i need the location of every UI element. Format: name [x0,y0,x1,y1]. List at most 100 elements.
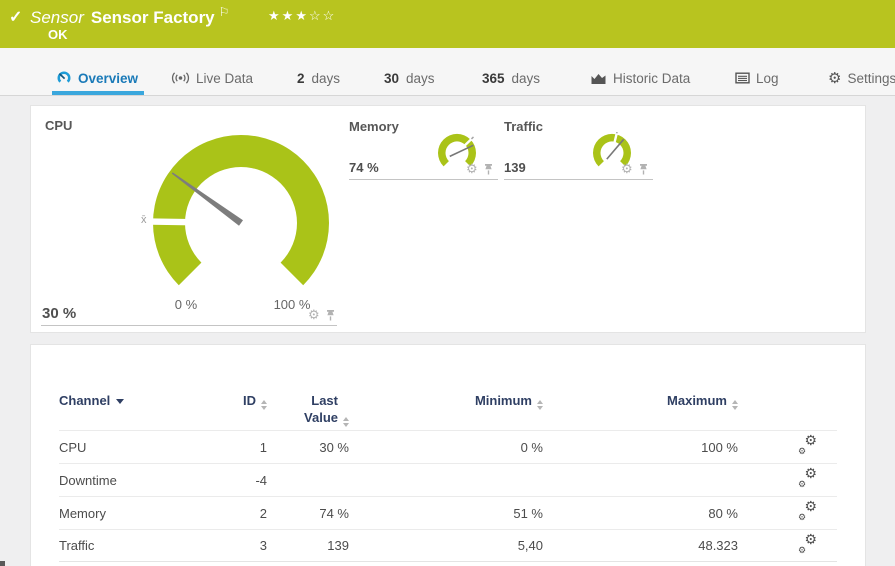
tab-365-days[interactable]: 365 days [482,61,540,95]
cpu-cell-divider [41,325,337,326]
tab-365-days-number: 365 [482,70,505,86]
cell-id: 3 [259,538,267,553]
sensor-name: Sensor Factory [90,8,215,27]
table-row-memory[interactable]: Memory 2 74 % 51 % 80 % ⚙ ⚙ [59,496,837,529]
cell-id: 1 [259,439,267,455]
column-header-minimum-label: Minimum [474,393,532,408]
memory-average-notch [463,136,475,147]
column-header-minimum[interactable]: Minimum [349,392,543,410]
tab-30-days-number: 30 [384,70,400,86]
cell-last-value: 139 [327,538,349,553]
tab-2-days-label: days [311,70,341,86]
cpu-gauge-title: CPU [45,118,73,133]
sensor-status-bar: ✓ Sensor Sensor Factory ⚐ ★★★☆☆ OK [0,0,895,48]
cell-channel[interactable]: Downtime [59,472,117,488]
tab-live-data-label: Live Data [196,70,254,86]
cell-minimum: 5,40 [517,538,543,553]
column-header-channel[interactable]: Channel [59,392,209,409]
sort-icon [732,400,738,410]
tab-365-days-label: days [511,70,541,86]
star-icon[interactable]: ★ [295,8,309,23]
memory-gauge-needle [449,144,474,158]
cpu-gauge-needle [171,172,243,226]
cell-channel[interactable]: Traffic [59,538,95,553]
column-header-maximum-label: Maximum [667,393,727,408]
tab-settings-label: Settings [847,70,895,86]
cpu-gauge-min-label: 0 % [174,297,198,312]
cell-minimum: 0 % [520,439,543,455]
traffic-settings-gear-icon[interactable]: ⚙ [621,161,633,176]
traffic-pin-icon[interactable] [638,163,649,175]
channels-table-panel: Channel ID Last Value Minimum Maximum CP… [30,344,866,566]
table-row-downtime[interactable]: Downtime -4 ⚙ ⚙ [59,463,837,496]
tab-2-days[interactable]: 2 days [297,61,340,95]
cell-maximum: 48.323 [698,538,738,553]
memory-pin-icon[interactable] [483,163,494,175]
cpu-gauge [142,134,329,286]
star-icon[interactable]: ☆ [308,8,323,23]
tab-bar: Overview Live Data 2 days 30 days 365 da… [0,48,895,96]
memory-cell-divider [349,179,498,180]
tab-overview-label: Overview [78,70,139,86]
cpu-cell-icons: ⚙ [308,308,336,321]
traffic-cell-icons: ⚙ [621,162,649,175]
tab-log-label: Log [756,70,779,86]
cell-maximum: 80 % [708,505,738,521]
tab-30-days[interactable]: 30 days [384,61,435,95]
tab-30-days-label: days [406,70,435,86]
live-data-icon [171,72,190,84]
cpu-last-value: 30 % [42,305,77,322]
tab-log[interactable]: Log [735,61,779,95]
tab-historic-data-label: Historic Data [613,70,691,86]
traffic-gauge-title: Traffic [504,119,544,134]
scrollbar-corner [0,561,5,566]
cpu-pin-icon[interactable] [325,309,336,321]
ok-check-icon: ✓ [9,9,23,26]
column-header-last-value[interactable]: Last Value [267,392,349,427]
channels-table-body: CPU 1 30 % 0 % 100 % ⚙ ⚙ Downtime -4 ⚙ ⚙ M… [59,430,837,562]
priority-stars[interactable]: ★★★☆☆ [268,8,336,24]
sort-icon [537,400,543,410]
star-icon[interactable]: ☆ [322,8,337,23]
column-header-last-value-label: Last Value [304,393,338,425]
overview-gauges-panel: CPU x̄ 0 % 100 % 30 % ⚙ Memory 74 % ⚙ Tr… [30,105,866,333]
tab-2-days-number: 2 [297,70,305,86]
cell-last-value: 74 % [319,505,349,521]
table-row-cpu[interactable]: CPU 1 30 % 0 % 100 % ⚙ ⚙ [59,430,837,463]
column-header-maximum[interactable]: Maximum [543,392,738,410]
cell-id: 2 [259,505,267,521]
column-header-id-label: ID [243,393,256,408]
tab-overview[interactable]: Overview [51,61,145,95]
sort-icon [261,400,267,410]
star-icon[interactable]: ★ [268,8,282,23]
flag-icon[interactable]: ⚐ [218,5,230,19]
channel-settings-icon[interactable]: ⚙ ⚙ [798,498,817,522]
column-header-id[interactable]: ID [209,392,267,410]
memory-gauge-title: Memory [349,119,399,134]
cell-id: -4 [255,472,267,488]
sort-icon [343,417,349,427]
channel-settings-icon[interactable]: ⚙ ⚙ [798,432,817,456]
cell-minimum: 51 % [513,505,543,521]
traffic-cell-divider [504,179,653,180]
log-list-icon [735,72,750,84]
object-type-label: Sensor [30,8,84,27]
cpu-settings-gear-icon[interactable]: ⚙ [308,307,320,322]
tab-settings[interactable]: ⚙ Settings [828,61,895,95]
cpu-average-notch [142,218,192,226]
cell-maximum: 100 % [701,439,738,455]
memory-last-value: 74 % [349,160,379,175]
cpu-gauge-max-label: 100 % [273,297,311,312]
tab-live-data[interactable]: Live Data [171,61,253,95]
cell-channel[interactable]: Memory [59,505,106,521]
star-icon[interactable]: ★ [281,8,296,23]
cell-channel[interactable]: CPU [59,439,87,455]
memory-settings-gear-icon[interactable]: ⚙ [466,161,478,176]
channel-settings-icon[interactable]: ⚙ ⚙ [798,530,817,555]
tab-historic-data[interactable]: Historic Data [590,61,690,95]
status-badge: OK [48,27,68,42]
table-row-traffic[interactable]: Traffic 3 139 5,40 48.323 ⚙ ⚙ [59,529,837,562]
traffic-last-value: 139 [504,160,526,175]
gauge-icon [57,71,71,83]
channel-settings-icon[interactable]: ⚙ ⚙ [798,465,817,489]
